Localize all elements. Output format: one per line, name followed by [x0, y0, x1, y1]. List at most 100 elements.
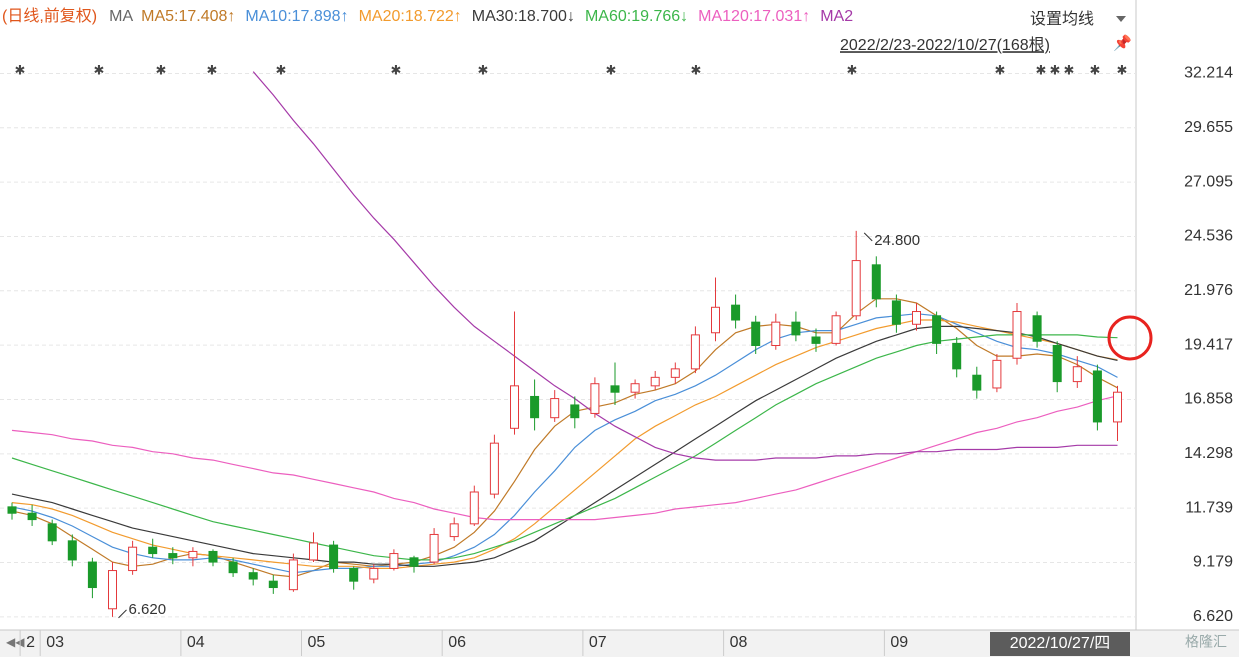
x-tick-label: 08 — [730, 634, 748, 651]
date-range[interactable]: 2022/2/23-2022/10/27(168根) — [840, 36, 1050, 54]
ma-label: MA — [109, 8, 133, 25]
candle-body — [108, 570, 117, 610]
candle-body — [248, 572, 258, 580]
y-tick-label: 9.179 — [1193, 554, 1233, 571]
candle-body — [67, 540, 77, 561]
candle-body — [1092, 370, 1102, 423]
candle-body — [429, 533, 439, 563]
legend-entry: MA5:17.408↑ — [141, 8, 235, 25]
x-tick-label: 06 — [448, 634, 466, 651]
y-tick-label: 19.417 — [1184, 336, 1233, 353]
candle-body — [992, 359, 1002, 389]
candle-body — [489, 442, 499, 495]
event-marker: ✱ — [847, 62, 858, 77]
candle-body — [188, 550, 198, 559]
candle-body — [751, 321, 761, 346]
y-tick-label: 21.976 — [1184, 282, 1233, 299]
candle-body — [912, 311, 921, 325]
event-marker: ✱ — [156, 62, 167, 77]
scroll-arrows[interactable]: ◀◀ — [6, 635, 25, 649]
settings-button[interactable]: 设置均线 — [1030, 10, 1094, 28]
candle-body — [831, 315, 841, 344]
candle-body — [27, 512, 37, 521]
legend-entry: MA60:19.766↓ — [585, 8, 688, 25]
y-tick-label: 32.214 — [1184, 65, 1233, 82]
candle-body — [570, 404, 580, 419]
annotation: 24.800 — [863, 232, 920, 249]
cursor-date-box — [990, 632, 1130, 656]
candle-body — [932, 315, 942, 344]
candle-body — [791, 321, 801, 336]
candle-body — [1113, 391, 1122, 423]
candle-body — [670, 368, 680, 378]
candle-body — [288, 559, 298, 591]
candle-body — [7, 506, 17, 514]
annotation-label: 24.800 — [874, 232, 920, 249]
candle-body — [650, 376, 660, 387]
legend: (日线,前复权) MA MA5:17.408↑ MA10:17.898↑ MA20:18… — [2, 7, 853, 25]
pin-icon[interactable]: 📌 — [1113, 33, 1132, 52]
candle-body — [771, 321, 781, 346]
legend-entry: MA30:18.700↓ — [472, 8, 575, 25]
highlight-circle — [1107, 315, 1153, 361]
candle-body — [329, 544, 339, 569]
candle-body — [87, 561, 97, 589]
candle-body — [409, 557, 419, 567]
event-marker: ✱ — [995, 62, 1006, 77]
candle-body — [731, 304, 741, 321]
cursor-date: 2022/10/27/四 — [1010, 635, 1111, 652]
event-marker: ✱ — [1064, 62, 1075, 77]
candle-body — [228, 561, 238, 574]
legend-entry: MA2 — [820, 8, 853, 25]
candle-body — [530, 395, 540, 419]
candle-body — [369, 567, 379, 580]
event-marker: ✱ — [15, 62, 26, 77]
candle-body — [449, 523, 459, 538]
plot: 32.214 29.655 27.095 24.536 21.976 19.417 16.8… — [0, 62, 1233, 656]
x-tick-label: 05 — [308, 634, 326, 651]
event-marker: ✱ — [276, 62, 287, 77]
candle-body — [510, 385, 519, 429]
candle-body — [590, 383, 600, 414]
x-tick-label: 2 — [26, 634, 35, 651]
candle-body — [811, 336, 821, 344]
event-marker: ✱ — [94, 62, 105, 77]
legend-entry: MA120:17.031↑ — [698, 8, 810, 25]
y-tick-label: 11.739 — [1185, 499, 1233, 516]
candle-body — [690, 334, 700, 370]
event-marker: ✱ — [691, 62, 702, 77]
watermark: 格隆汇 — [1185, 634, 1227, 650]
event-marker: ✱ — [1050, 62, 1061, 77]
candle-body — [630, 383, 640, 393]
event-marker: ✱ — [207, 62, 218, 77]
x-tick-label: 04 — [187, 634, 205, 651]
x-tick-label: 07 — [589, 634, 607, 651]
candle-body — [1052, 345, 1062, 383]
y-tick-label: 16.858 — [1184, 391, 1233, 408]
candle-body — [47, 523, 57, 542]
y-tick-label: 24.536 — [1184, 228, 1233, 245]
candle-body — [309, 542, 318, 561]
y-tick-label: 6.620 — [1193, 608, 1233, 625]
event-marker: ✱ — [391, 62, 402, 77]
y-tick-label: 14.298 — [1184, 445, 1233, 462]
x-tick-label: 03 — [46, 634, 64, 651]
annotation-arrow — [863, 232, 873, 242]
candle-body — [550, 398, 560, 419]
annotation-label: 6.620 — [129, 601, 167, 618]
annotation-arrow — [118, 609, 127, 619]
candle-body — [851, 260, 861, 317]
event-marker: ✱ — [478, 62, 489, 77]
x-tick-label: 09 — [890, 634, 908, 651]
candle-body — [871, 264, 881, 300]
ma-line — [252, 71, 1118, 461]
event-marker: ✱ — [1090, 62, 1101, 77]
annotation: 6.620 — [118, 601, 167, 619]
candle-body — [349, 567, 359, 582]
dropdown-arrow[interactable] — [1116, 16, 1126, 22]
candle-body — [268, 580, 278, 589]
candle-body — [1072, 366, 1082, 383]
candle-body — [891, 300, 901, 325]
candle-body — [1032, 315, 1042, 342]
